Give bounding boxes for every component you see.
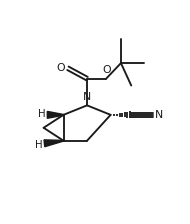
Polygon shape [47, 111, 63, 118]
Text: N: N [155, 110, 163, 120]
Text: H: H [38, 109, 46, 119]
Polygon shape [44, 140, 63, 147]
Text: O: O [103, 65, 111, 75]
Text: H: H [35, 140, 43, 150]
Text: N: N [83, 92, 92, 101]
Text: O: O [57, 62, 65, 73]
